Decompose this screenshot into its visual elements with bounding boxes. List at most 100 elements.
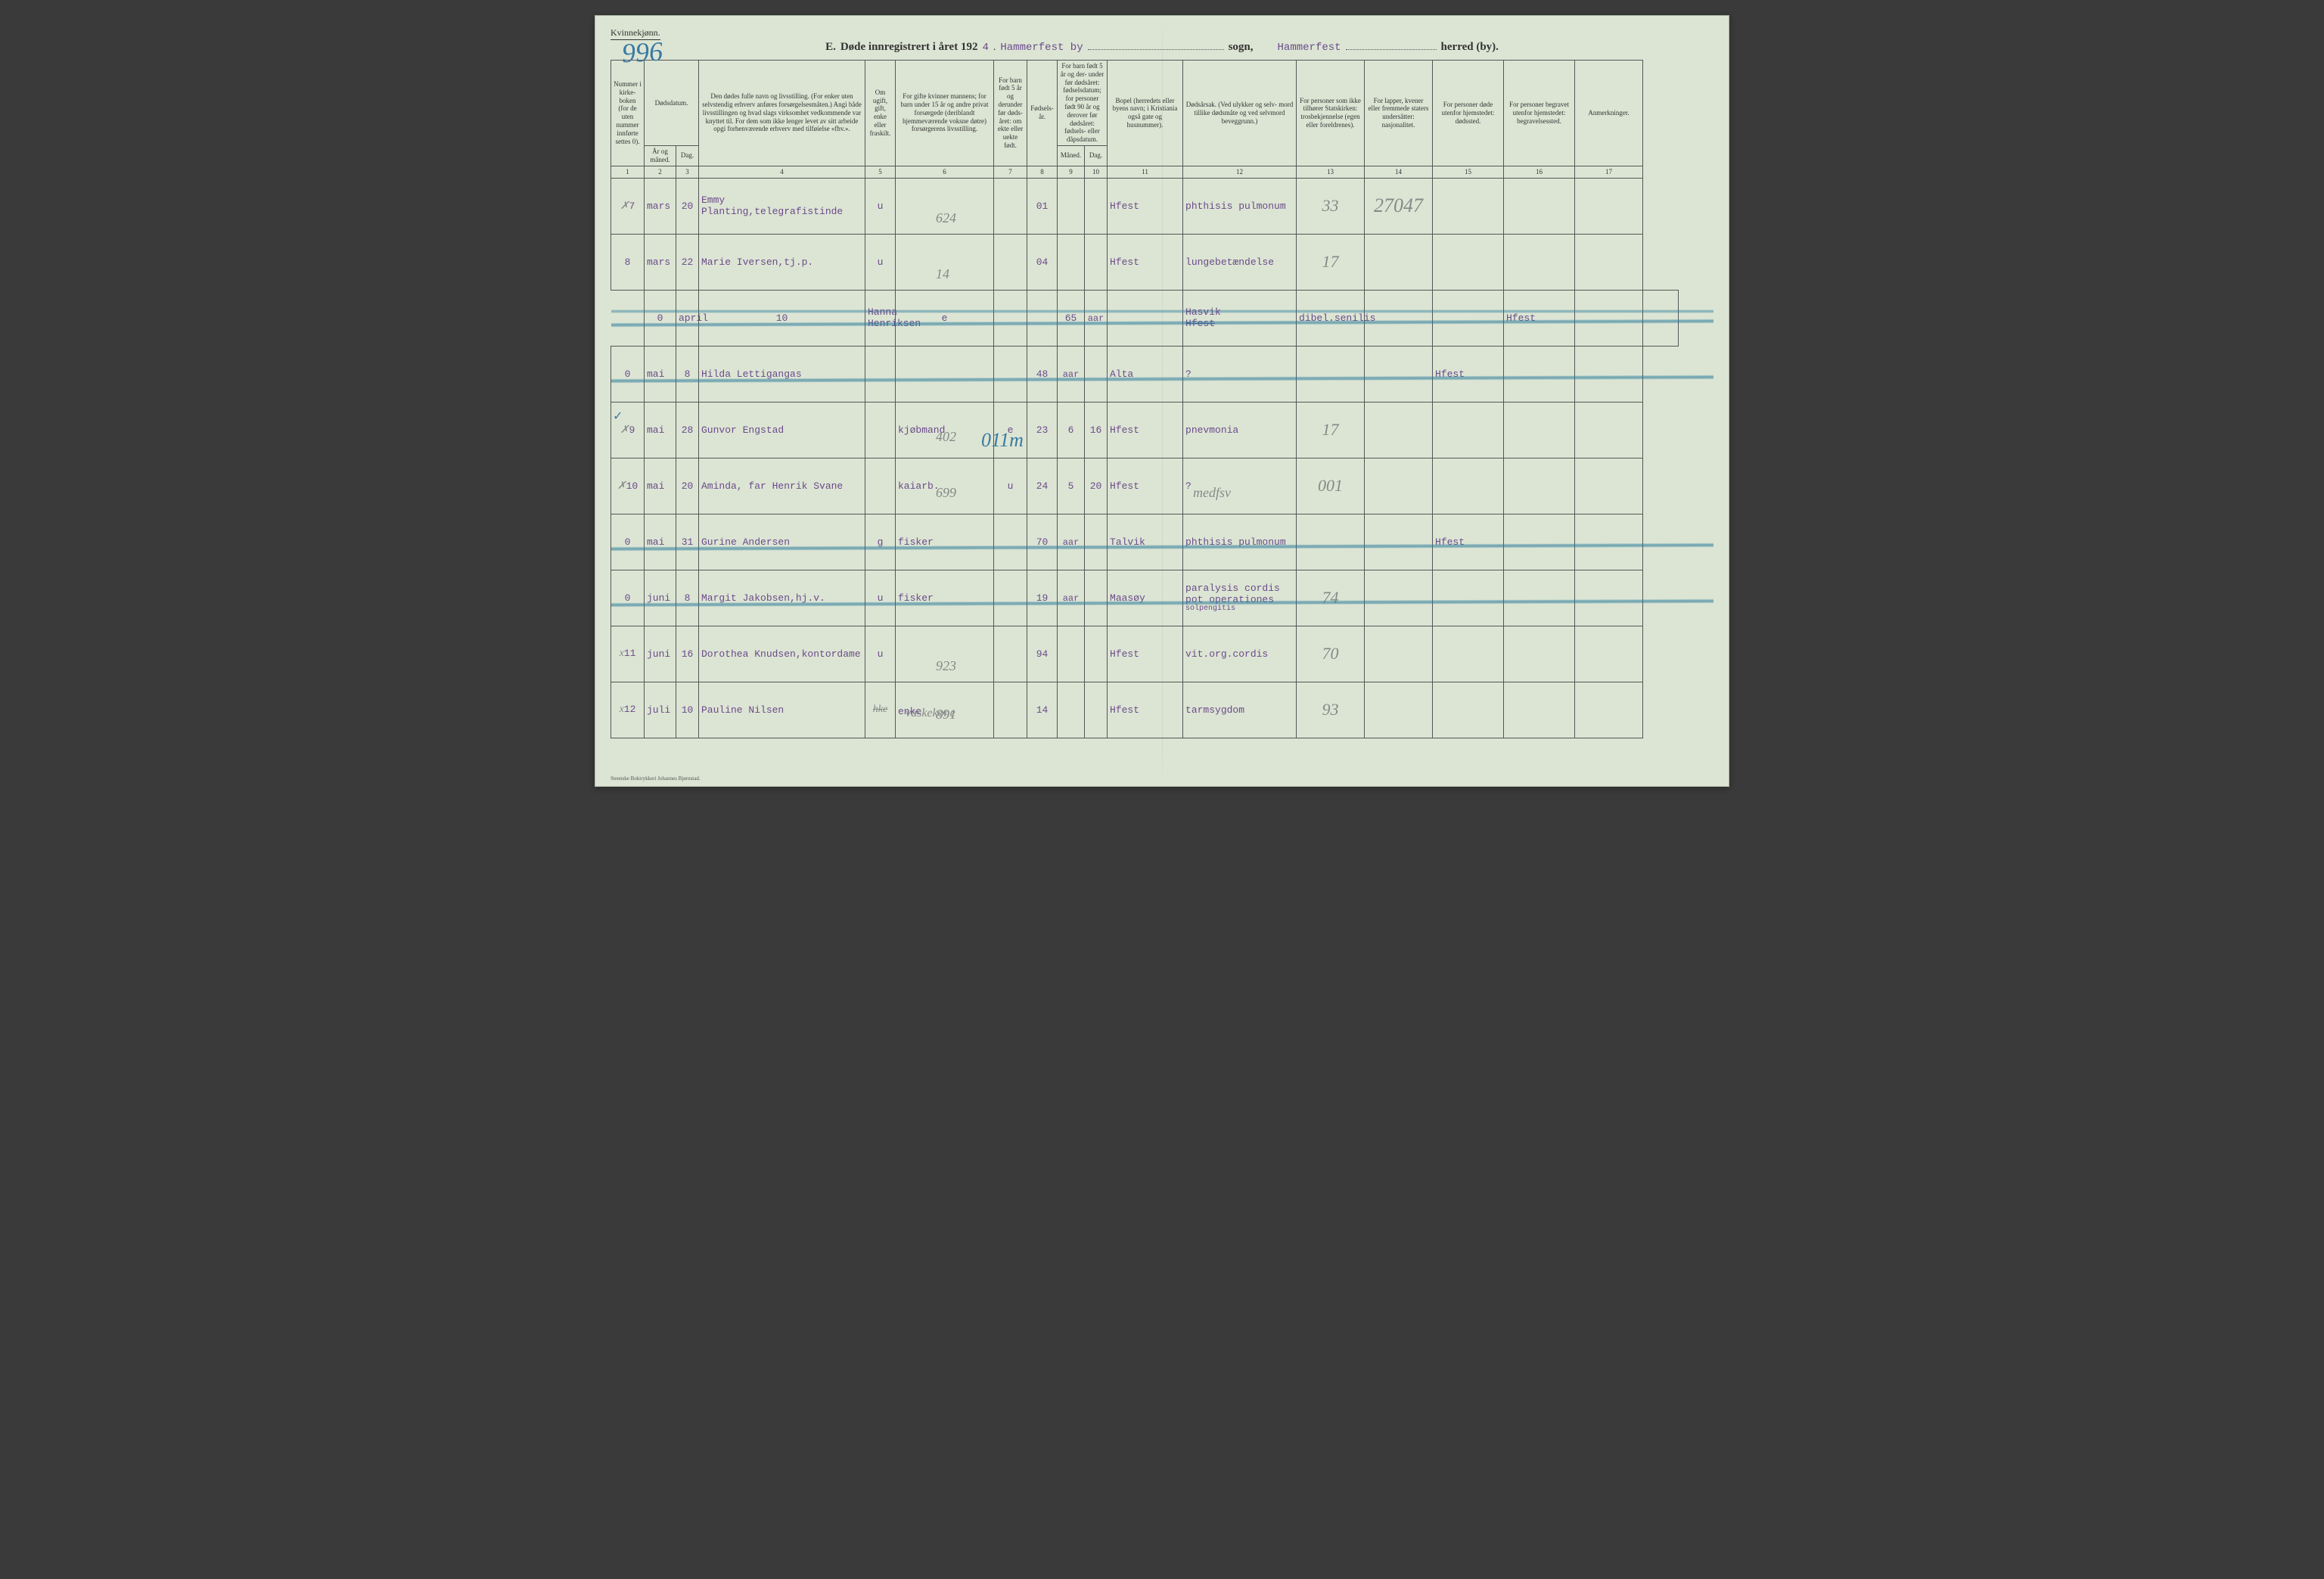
deceased-name: Hilda Lettigangas <box>699 346 865 402</box>
burial-place <box>1504 458 1575 514</box>
column-number: 14 <box>1365 166 1433 178</box>
row-number: 0 <box>611 346 645 402</box>
death-day: 20 <box>676 178 699 234</box>
residence: Talvik <box>1108 514 1183 570</box>
nationality <box>1365 626 1433 682</box>
birth-day: 16 <box>1085 402 1108 458</box>
birth-day <box>1085 682 1108 738</box>
legitimacy <box>994 570 1027 626</box>
page-header: Kvinnekjønn. 996 E. Døde innregistrert i… <box>611 27 1713 60</box>
col-header: Dødsdatum. <box>645 61 699 146</box>
death-month: mai <box>645 402 676 458</box>
col-header: Bopel (herredets eller byens navn; i Kri… <box>1108 61 1183 166</box>
deceased-name: Aminda, far Henrik Svane <box>699 458 865 514</box>
col-header: For barn født 5 år og derunder før døds-… <box>994 61 1027 166</box>
col-header: For barn født 5 år og der- under før død… <box>1058 61 1108 146</box>
table-row: ✓✗9mai28Gunvor Engstad402kjøbmand011me23… <box>611 402 1713 458</box>
burial-place <box>1504 682 1575 738</box>
provider-occupation: 624 <box>896 178 994 234</box>
birth-year: 04 <box>1027 234 1058 290</box>
remarks <box>1575 346 1643 402</box>
provider-occupation: vaskekone891enke <box>896 682 994 738</box>
nationality <box>1365 234 1433 290</box>
death-month: juli <box>645 682 676 738</box>
column-number: 4 <box>699 166 865 178</box>
provider-occupation <box>896 346 994 402</box>
row-number: ✗7 <box>611 178 645 234</box>
remarks <box>1575 458 1643 514</box>
col-header: For personer begravet utenfor hjemstedet… <box>1504 61 1575 166</box>
column-number: 3 <box>676 166 699 178</box>
remarks <box>1575 682 1643 738</box>
column-number: 15 <box>1433 166 1504 178</box>
confession: 17 <box>1297 234 1365 290</box>
cause-of-death: pnevmonia <box>1183 402 1297 458</box>
cause-of-death: paralysis cordis pot operationessolpengi… <box>1183 570 1297 626</box>
death-day: 16 <box>676 626 699 682</box>
nationality <box>1365 682 1433 738</box>
residence: Hfest <box>1108 458 1183 514</box>
cause-of-death: ? <box>1183 346 1297 402</box>
residence: Hfest <box>1108 402 1183 458</box>
marital-status: u <box>865 234 896 290</box>
column-number: 9 <box>1058 166 1085 178</box>
birth-day <box>1085 570 1108 626</box>
remarks <box>1643 290 1678 346</box>
birth-day <box>1085 626 1108 682</box>
table-body: ✗7mars20Emmy Planting,telegrafistindeu62… <box>611 178 1713 738</box>
birth-year: 65 <box>1058 290 1085 346</box>
birth-year: 14 <box>1027 682 1058 738</box>
death-month: mai <box>645 458 676 514</box>
residence: Maasøy <box>1108 570 1183 626</box>
birth-month: 6 <box>1058 402 1085 458</box>
death-month: mars <box>645 178 676 234</box>
death-place <box>1433 682 1504 738</box>
table-header: Nummer i kirke- boken (for de uten numme… <box>611 61 1713 179</box>
legitimacy <box>994 234 1027 290</box>
legitimacy <box>994 178 1027 234</box>
death-day: 10 <box>676 682 699 738</box>
birth-year: 94 <box>1027 626 1058 682</box>
burial-place <box>1504 346 1575 402</box>
deceased-name: Margit Jakobsen,hj.v. <box>699 570 865 626</box>
death-place: Hfest <box>1433 346 1504 402</box>
death-day: 10 <box>699 290 865 346</box>
provider-occupation: 402kjøbmand <box>896 402 994 458</box>
death-month: juni <box>645 626 676 682</box>
death-place <box>1433 570 1504 626</box>
provider-occupation: fisker <box>896 514 994 570</box>
column-number: 10 <box>1085 166 1108 178</box>
deceased-name: Pauline Nilsen <box>699 682 865 738</box>
col-header: For personer som ikke tilhører Statskirk… <box>1297 61 1365 166</box>
nationality <box>1433 290 1504 346</box>
column-number: 6 <box>896 166 994 178</box>
title-prefix: E. <box>825 41 836 54</box>
birth-month: aar <box>1058 570 1085 626</box>
column-number: 8 <box>1027 166 1058 178</box>
death-place <box>1433 626 1504 682</box>
cause-of-death: phthisis pulmonum <box>1183 178 1297 234</box>
confession: 33 <box>1297 178 1365 234</box>
column-number: 2 <box>645 166 676 178</box>
residence: Hfest <box>1108 234 1183 290</box>
cause-of-death: vit.org.cordis <box>1183 626 1297 682</box>
col-header: For gifte kvinner mannens; for barn unde… <box>896 61 994 166</box>
death-day: 28 <box>676 402 699 458</box>
table-row: ✗10mai20Aminda, far Henrik Svane699kaiar… <box>611 458 1713 514</box>
confession <box>1297 514 1365 570</box>
birth-day <box>1085 178 1108 234</box>
marital-status <box>865 346 896 402</box>
birth-year: 23 <box>1027 402 1058 458</box>
confession <box>1297 346 1365 402</box>
marital-status: hke <box>865 682 896 738</box>
column-number: 12 <box>1183 166 1297 178</box>
column-number: 17 <box>1575 166 1643 178</box>
burial-place <box>1504 570 1575 626</box>
deceased-name: Marie Iversen,tj.p. <box>699 234 865 290</box>
col-subheader: Dag. <box>676 145 699 166</box>
marital-status <box>865 402 896 458</box>
nationality <box>1365 570 1433 626</box>
table-row: x12juli10Pauline Nilsenhkevaskekone891en… <box>611 682 1713 738</box>
death-month: mai <box>645 346 676 402</box>
herred-value: Hammerfest <box>1278 42 1341 54</box>
